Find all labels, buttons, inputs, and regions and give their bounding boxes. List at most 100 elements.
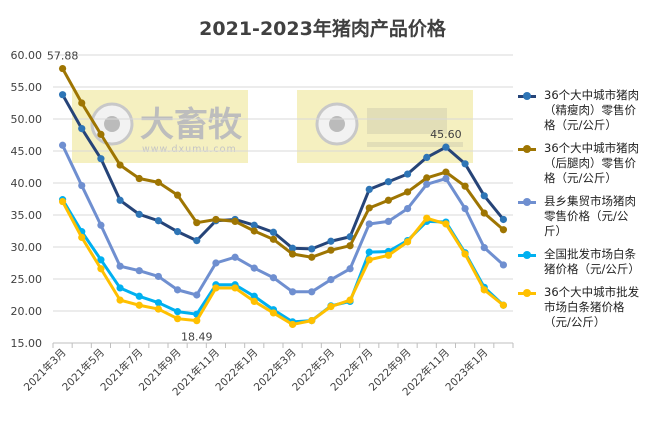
data-point (250, 227, 258, 235)
data-point (58, 141, 67, 149)
data-point (480, 244, 488, 252)
data-point (250, 292, 258, 300)
data-label: 45.60 (430, 128, 462, 141)
data-point (288, 250, 297, 258)
data-point (403, 170, 412, 178)
watermark-brand: 大畜牧 (140, 105, 243, 145)
y-tick-label: 50.00 (11, 113, 43, 126)
data-point (154, 305, 163, 313)
data-point (58, 197, 67, 206)
series-0 (58, 91, 508, 253)
data-point (308, 317, 316, 325)
data-point (78, 181, 86, 190)
data-point (154, 217, 163, 225)
data-point (384, 196, 393, 204)
data-point (78, 99, 86, 107)
data-point (423, 180, 431, 188)
data-point (116, 296, 124, 304)
legend-marker-icon (518, 92, 536, 100)
data-point (499, 215, 508, 224)
data-point (308, 288, 316, 296)
data-point (212, 284, 220, 292)
data-point (116, 161, 124, 169)
data-point (250, 221, 258, 229)
data-point (173, 191, 182, 199)
data-point (288, 288, 297, 296)
data-point (365, 256, 373, 264)
data-point (327, 302, 335, 311)
data-point (365, 204, 373, 212)
data-point (135, 301, 143, 309)
data-point (135, 174, 143, 183)
data-point (442, 174, 450, 183)
data-point (461, 182, 469, 190)
data-point (193, 291, 201, 299)
data-point (327, 246, 335, 254)
data-point (58, 91, 67, 99)
data-point (384, 178, 393, 186)
data-point (212, 215, 220, 224)
legend-marker-icon (518, 198, 536, 206)
data-point (499, 301, 508, 309)
data-point (193, 219, 201, 227)
data-label: 57.88 (47, 50, 79, 63)
legend-marker-icon (518, 145, 536, 153)
data-point (327, 237, 335, 245)
data-point (78, 233, 86, 241)
data-point (499, 261, 508, 269)
watermark-logo-eye-icon (329, 116, 345, 132)
y-tick-label: 35.00 (11, 209, 43, 222)
y-tick-label: 15.00 (11, 337, 43, 350)
data-point (403, 205, 412, 213)
legend-marker-icon (518, 289, 536, 297)
data-point (250, 264, 258, 272)
data-point (384, 217, 393, 225)
legend-item: 36个大中城市批发市场白条猪价格（元/公斤） (518, 285, 643, 330)
data-point (116, 284, 124, 292)
series-1 (58, 64, 508, 261)
legend-item: 36个大中城市猪肉（精瘦肉）零售价格（元/公斤） (518, 88, 643, 133)
data-point (250, 297, 258, 305)
data-point (365, 248, 373, 256)
y-tick-label: 45.00 (11, 145, 43, 158)
data-point (327, 276, 335, 284)
data-point (116, 196, 124, 204)
data-point (97, 155, 105, 163)
data-point (269, 228, 278, 236)
legend-label: 全国批发市场白条猪价格（元/公斤） (544, 247, 640, 276)
data-point (97, 130, 105, 138)
data-point (154, 178, 163, 186)
data-point (346, 265, 354, 273)
data-point (461, 205, 469, 213)
data-point (173, 315, 182, 323)
data-point (97, 256, 105, 264)
legend-item: 县乡集贸市场猪肉零售价格（元/公斤） (518, 194, 643, 239)
data-point (269, 274, 278, 282)
data-point (442, 143, 450, 151)
data-point (231, 217, 239, 225)
data-point (173, 228, 182, 236)
watermark-logo-eye-icon (104, 116, 120, 132)
series-line (61, 200, 505, 326)
data-point (173, 286, 182, 294)
legend-label: 36个大中城市猪肉（后腿肉）零售价格（元/公斤） (544, 141, 640, 185)
watermark-url-mark (367, 142, 463, 147)
data-point (308, 245, 316, 253)
data-point (346, 242, 354, 250)
legend-item: 36个大中城市猪肉（后腿肉）零售价格（元/公斤） (518, 141, 643, 186)
data-point (480, 192, 488, 200)
data-point (231, 253, 239, 261)
data-point (480, 286, 488, 294)
y-tick-label: 60.00 (11, 49, 43, 62)
data-point (346, 296, 354, 304)
watermark-url: www.dxumu.com (142, 144, 237, 155)
series-4 (58, 197, 508, 329)
data-point (173, 308, 182, 316)
data-point (499, 226, 508, 234)
y-tick-label: 30.00 (11, 241, 43, 254)
data-point (346, 233, 354, 241)
data-point (423, 214, 431, 222)
data-point (288, 244, 297, 252)
series-line (61, 93, 505, 251)
